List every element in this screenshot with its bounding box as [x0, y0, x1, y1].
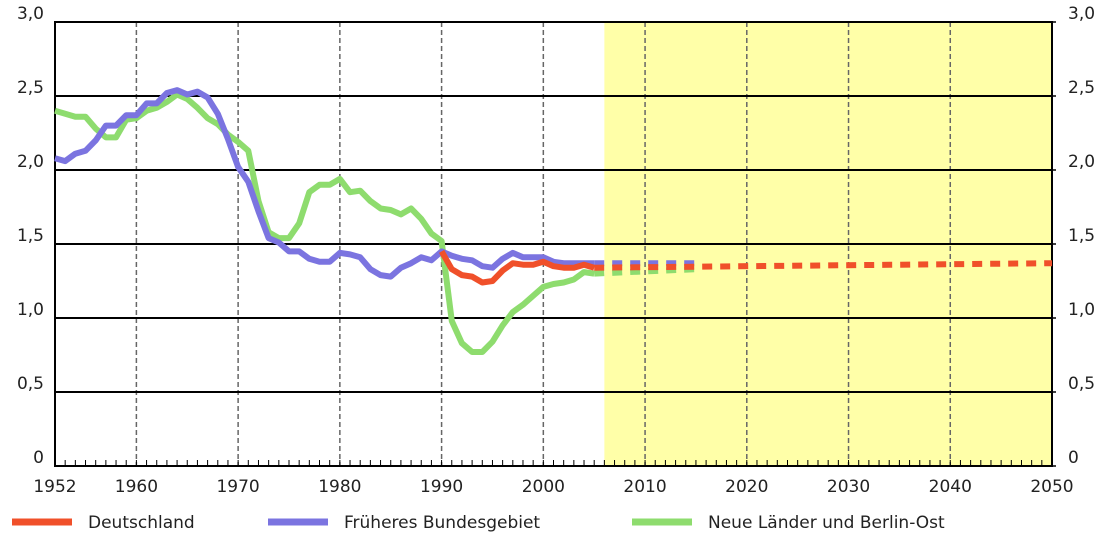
series-line: [54, 87, 595, 280]
legend-label: Neue Länder und Berlin-Ost: [708, 513, 945, 533]
plot-frame: [54, 21, 1053, 467]
y-tick-label: 0: [33, 448, 44, 468]
x-tick-label: 1960: [115, 477, 158, 497]
y2-tick-label: 2,5: [1068, 78, 1095, 98]
y-tick-label: 1,0: [17, 300, 44, 320]
series-line: [54, 91, 595, 355]
x-tick-label: 1970: [216, 477, 259, 497]
y2-tick-label: 0,5: [1068, 374, 1095, 394]
y2-tick-label: 0: [1068, 448, 1079, 468]
x-tick-label: 2000: [522, 477, 565, 497]
legend-label: Früheres Bundesgebiet: [344, 513, 540, 533]
x-tick-label: 1980: [318, 477, 361, 497]
y2-tick-label: 3,0: [1068, 4, 1095, 24]
x-tick-label: 2050: [1030, 477, 1073, 497]
projection-line: [594, 260, 1053, 271]
x-tick-label: 1952: [33, 477, 76, 497]
x-tick-label: 1990: [420, 477, 463, 497]
x-tick-label: 2010: [623, 477, 666, 497]
y-tick-label: 0,5: [17, 374, 44, 394]
y-tick-label: 3,0: [17, 4, 44, 24]
y-tick-label: 2,0: [17, 152, 44, 172]
y2-tick-label: 2,0: [1068, 152, 1095, 172]
legend-label: Deutschland: [88, 513, 195, 533]
y2-tick-label: 1,0: [1068, 300, 1095, 320]
x-tick-label: 2020: [725, 477, 768, 497]
y-tick-label: 2,5: [17, 78, 44, 98]
x-tick-label: 2040: [929, 477, 972, 497]
y-tick-label: 1,5: [17, 226, 44, 246]
x-tick-label: 2030: [827, 477, 870, 497]
y2-tick-label: 1,5: [1068, 226, 1095, 246]
series-line: [438, 249, 596, 286]
